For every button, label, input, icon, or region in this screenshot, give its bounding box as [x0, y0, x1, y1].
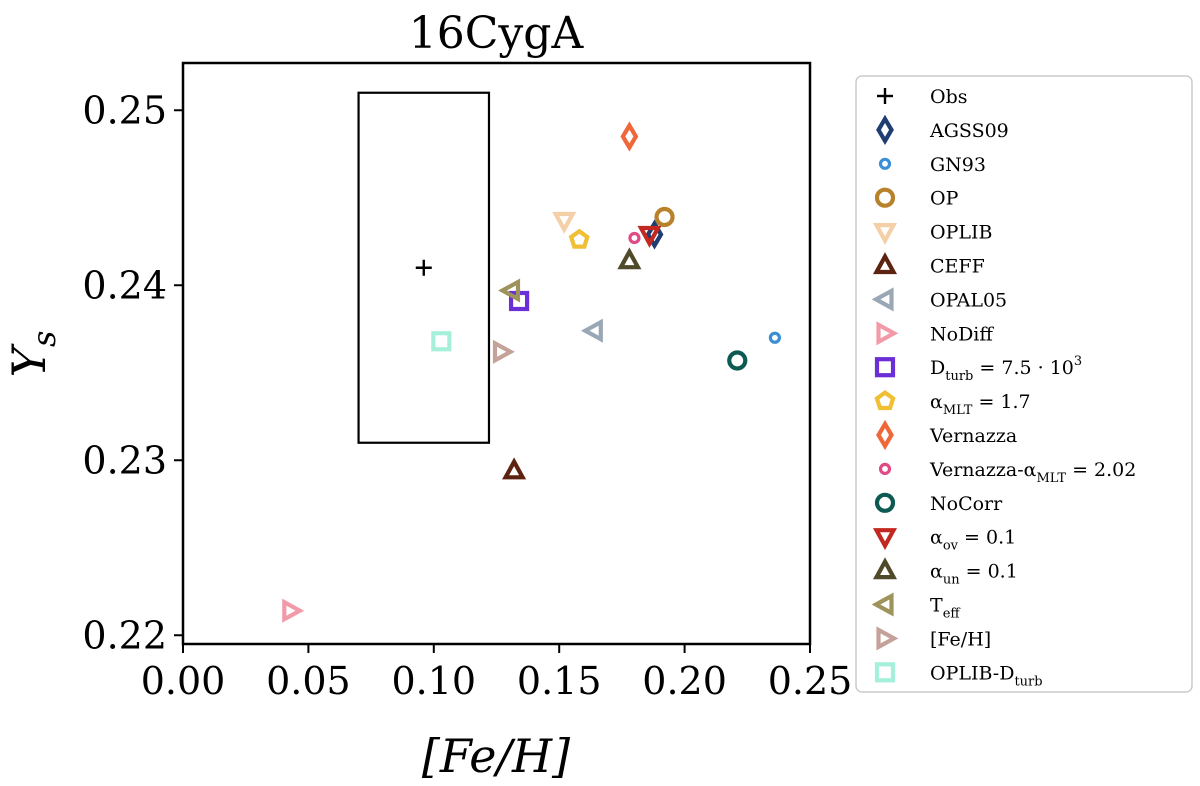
- legend-item-t-eff: Teff: [871, 592, 961, 622]
- x-tick-label: 0.20: [642, 659, 727, 703]
- legend-marker: [876, 419, 894, 451]
- legend-item-mlt-1-7: αMLT = 1.7: [874, 390, 1031, 418]
- data-point-un-0-1: [617, 247, 642, 270]
- legend-marker: [876, 626, 899, 651]
- x-tick-label: 0.00: [141, 659, 226, 703]
- y-axis-title-main: Y: [2, 342, 56, 377]
- legend-item-nodiff: NoDiff: [876, 321, 994, 346]
- legend-item-vernazza: Vernazza: [876, 419, 1017, 451]
- x-tick-label: 0.25: [768, 659, 853, 703]
- data-point-oplib-d-turb: [431, 331, 452, 352]
- legend-marker: [872, 557, 898, 580]
- legend-marker: [874, 492, 896, 513]
- data-point-gn93: [768, 331, 781, 344]
- legend-item-nocorr: NoCorr: [874, 492, 1003, 515]
- legend-item-un-0-1: αun = 0.1: [872, 557, 1018, 588]
- legend-item-op: OP: [874, 187, 959, 210]
- data-point-vernazza: [620, 121, 639, 152]
- y-tick-label: 0.23: [82, 438, 167, 482]
- legend-label: AGSS09: [929, 120, 1009, 142]
- legend-label: αMLT = 1.7: [930, 391, 1031, 418]
- legend-label: NoCorr: [930, 493, 1003, 515]
- data-point-vernazza-mlt-2-02: [628, 231, 641, 245]
- legend-label: OPLIB: [930, 222, 992, 244]
- legend-marker: [878, 462, 892, 475]
- legend-label: αov = 0.1: [930, 527, 1016, 554]
- x-tick-label: 0.15: [517, 659, 602, 703]
- legend-label: OPAL05: [930, 289, 1007, 311]
- y-axis-title-sub: s: [25, 331, 63, 347]
- legend-item-d-turb-7-5-10-3: Dturb = 7.5 · 103: [874, 354, 1082, 384]
- legend-item-gn93: GN93: [878, 154, 986, 176]
- data-point-t-eff: [498, 278, 521, 303]
- obs-box-layer: [357, 91, 491, 444]
- legend-frame: [855, 75, 1193, 693]
- legend-label: Vernazza-αMLT = 2.02: [929, 459, 1136, 486]
- y-axis-title: Ys: [2, 331, 63, 378]
- legend-marker: [872, 528, 898, 551]
- legend-label: GN93: [930, 154, 986, 176]
- legend-marker: [871, 592, 894, 617]
- svg-text:Ys: Ys: [2, 331, 63, 378]
- legend-marker: [874, 187, 896, 208]
- legend-item-vernazza-mlt-2-02: Vernazza-αMLT = 2.02: [878, 459, 1136, 486]
- legend-marker: [871, 287, 894, 312]
- legend-item-opal05: OPAL05: [871, 287, 1007, 312]
- legend: Obs AGSS09 GN93 OP OPLIB CEFF OPAL05 NoDiff Dtur…: [855, 75, 1193, 693]
- legend-item-fe-h: [Fe/H]: [876, 626, 991, 651]
- legend-item-oplib: OPLIB: [872, 222, 992, 245]
- legend-item-ceff: CEFF: [872, 252, 985, 278]
- legend-marker: [874, 390, 896, 411]
- legend-item-ov-0-1: αov = 0.1: [872, 527, 1016, 554]
- y-tick-label: 0.22: [82, 613, 167, 657]
- data-point-mlt-1-7: [568, 228, 590, 249]
- x-tick-label: 0.10: [391, 659, 476, 703]
- legend-label: NoDiff: [930, 323, 994, 345]
- chart-title: 16CygA: [409, 8, 585, 59]
- y-tick-label: 0.24: [82, 263, 167, 307]
- x-axis-title: [Fe/H]: [422, 729, 570, 783]
- data-point-op: [654, 206, 675, 228]
- legend-marker: [872, 252, 898, 275]
- legend-item-obs: Obs: [877, 86, 968, 108]
- data-point-ov-0-1: [637, 225, 662, 248]
- x-axis-ticks: 0.00 0.05 0.10 0.15 0.20 0.25: [141, 644, 853, 703]
- legend-marker: [876, 114, 894, 146]
- legend-items: Obs AGSS09 GN93 OP OPLIB CEFF OPAL05 NoDiff Dtur…: [871, 86, 1136, 689]
- legend-label: OP: [930, 188, 959, 210]
- legend-marker: [872, 223, 898, 245]
- data-point-nocorr: [727, 350, 748, 371]
- legend-item-oplib-d-turb: OPLIB-Dturb: [874, 662, 1043, 689]
- legend-label: [Fe/H]: [930, 628, 991, 650]
- legend-label: Vernazza: [929, 425, 1017, 447]
- markers-layer: [282, 121, 781, 623]
- legend-item-agss09: AGSS09: [876, 114, 1009, 146]
- data-point-fe-h: [492, 339, 515, 364]
- data-point-obs: [415, 259, 432, 276]
- svg-text:[Fe/H]: [Fe/H]: [422, 729, 570, 783]
- data-point-oplib: [552, 211, 577, 234]
- legend-label: Dturb = 7.5 · 103: [930, 354, 1082, 384]
- legend-label: Teff: [930, 595, 961, 622]
- data-point-nodiff: [282, 598, 305, 623]
- legend-label: OPLIB-Dturb: [930, 662, 1043, 689]
- y-tick-label: 0.25: [82, 88, 167, 132]
- plot-frame: [181, 61, 812, 646]
- data-point-opal05: [580, 318, 603, 343]
- legend-marker: [877, 88, 893, 104]
- legend-label: CEFF: [930, 256, 985, 278]
- plot-area: [181, 61, 812, 646]
- legend-marker: [876, 321, 899, 346]
- legend-marker: [874, 662, 896, 683]
- y-axis-ticks: 0.22 0.23 0.24 0.25: [82, 88, 183, 657]
- legend-label: αun = 0.1: [930, 561, 1018, 588]
- legend-label: Obs: [930, 86, 968, 108]
- legend-marker: [874, 357, 896, 378]
- legend-marker: [878, 157, 892, 170]
- observation-box: [357, 91, 491, 444]
- x-tick-label: 0.05: [266, 659, 351, 703]
- data-point-ceff: [502, 457, 527, 480]
